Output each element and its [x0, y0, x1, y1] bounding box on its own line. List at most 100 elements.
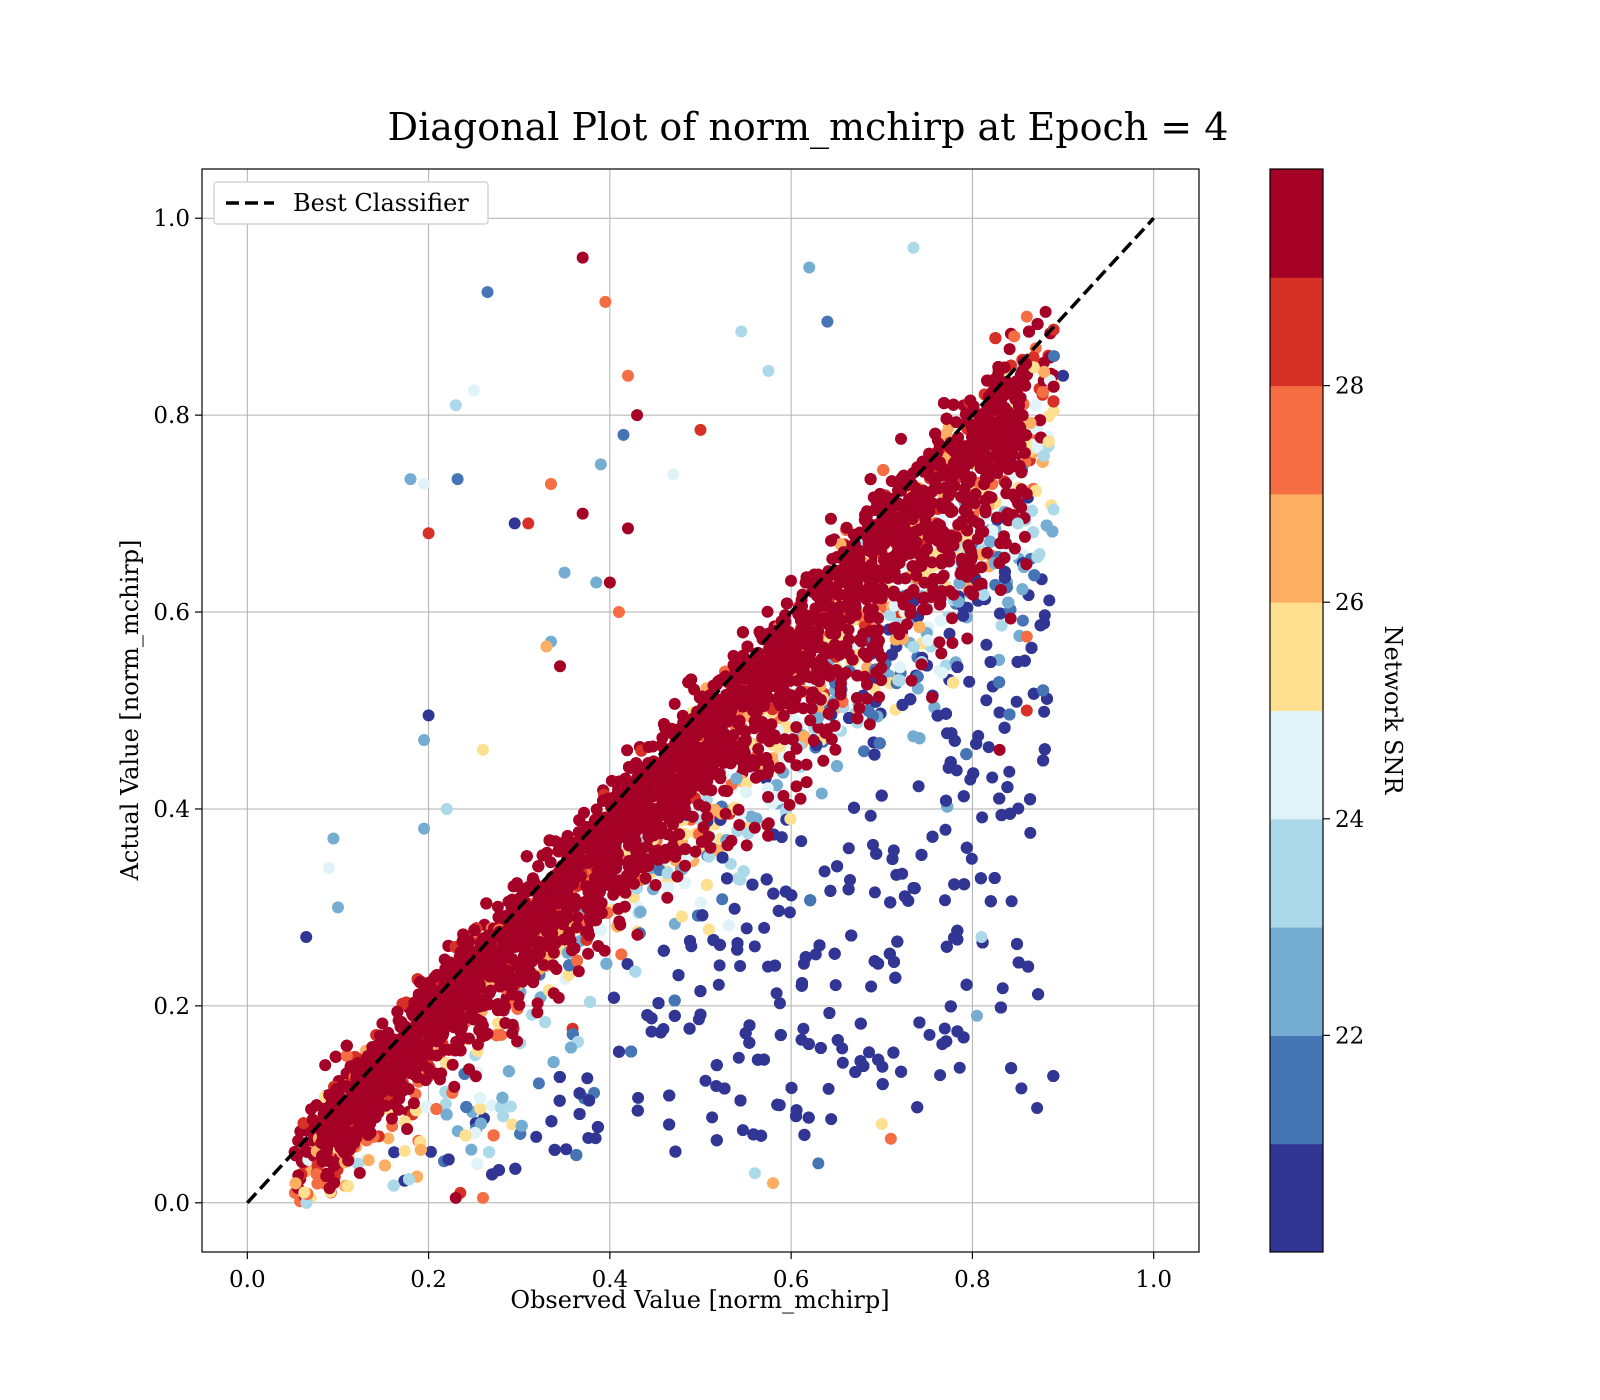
- cloud-point: [439, 1097, 452, 1110]
- cloud-point: [965, 852, 978, 865]
- cloud-point: [1012, 956, 1025, 969]
- cloud-point: [1039, 305, 1052, 318]
- cloud-point: [581, 1072, 594, 1085]
- cloud-point: [460, 1101, 473, 1113]
- cloud-point: [912, 780, 925, 793]
- cloud-point: [718, 1082, 731, 1095]
- cloud-point: [504, 1100, 517, 1113]
- cloud-point: [836, 1056, 849, 1069]
- cloud-point: [896, 867, 909, 880]
- cloud-point: [809, 948, 822, 961]
- cloud-point: [845, 929, 858, 942]
- cloud-point: [986, 771, 999, 784]
- cloud-point: [923, 1028, 936, 1041]
- cloud-point: [940, 1035, 953, 1048]
- cloud-point: [929, 427, 942, 440]
- cloud-point: [934, 1069, 947, 1082]
- cloud-point: [976, 811, 989, 824]
- cloud-point: [953, 1061, 966, 1074]
- cloud-point: [795, 835, 808, 848]
- cloud-point: [376, 1017, 389, 1030]
- cloud-point: [767, 887, 780, 900]
- cloud-point: [465, 1143, 478, 1156]
- cloud-point: [1028, 569, 1041, 582]
- cloud-point: [713, 959, 726, 972]
- cloud-point: [883, 947, 896, 960]
- cloud-point: [710, 1134, 723, 1147]
- cloud-point: [699, 1074, 712, 1087]
- cloud-point: [728, 902, 741, 915]
- cloud-point: [854, 1017, 867, 1030]
- cloud-point: [963, 675, 976, 688]
- cloud-point: [772, 904, 785, 917]
- cloud-point: [1016, 614, 1029, 627]
- cloud-point: [842, 842, 855, 855]
- cloud-point: [560, 1143, 573, 1156]
- cloud-point: [934, 614, 947, 627]
- cloud-point: [388, 1146, 401, 1159]
- cloud-point: [632, 1091, 645, 1104]
- cloud-point: [398, 1145, 411, 1157]
- cloud-point: [986, 524, 999, 537]
- cloud-point: [863, 1046, 875, 1059]
- cloud-point: [1043, 594, 1056, 607]
- cloud-point: [716, 893, 729, 906]
- cloud-point: [947, 676, 960, 689]
- cloud-point: [1003, 765, 1016, 778]
- cloud-point: [996, 982, 1009, 995]
- cloud-point: [530, 1130, 543, 1143]
- cloud-point: [382, 1132, 395, 1145]
- cloud-point: [663, 1089, 676, 1102]
- cloud-point: [940, 940, 953, 953]
- cloud-point: [829, 979, 842, 992]
- cloud-point: [506, 1118, 519, 1131]
- cloud-point: [815, 787, 828, 800]
- cloud-point: [944, 1000, 957, 1013]
- cloud-point: [783, 906, 796, 919]
- cloud-point: [1038, 743, 1051, 756]
- cloud-point: [736, 626, 749, 639]
- cloud-point: [858, 745, 870, 758]
- cloud-point: [724, 857, 737, 870]
- cloud-point: [497, 1110, 510, 1123]
- cloud-point: [732, 1051, 745, 1064]
- cloud-point: [995, 619, 1008, 632]
- cloud-point: [736, 1124, 749, 1137]
- cloud-point: [1024, 826, 1037, 839]
- cloud-point: [1015, 1082, 1028, 1095]
- cloud-point: [706, 1111, 719, 1124]
- cloud-point: [319, 1059, 332, 1072]
- cloud-point: [1005, 895, 1018, 908]
- cloud-point: [825, 1113, 838, 1126]
- cloud-point: [645, 1025, 658, 1038]
- cloud-point: [1001, 781, 1014, 794]
- cloud-point: [532, 1077, 545, 1090]
- cloud-point: [980, 694, 993, 707]
- cloud-point: [822, 1082, 835, 1095]
- cloud-point: [362, 1154, 375, 1167]
- cloud-point: [486, 1099, 498, 1112]
- cloud-point: [748, 940, 761, 953]
- cloud-point: [1008, 330, 1021, 343]
- cloud-point: [824, 512, 837, 525]
- cloud-point: [615, 948, 628, 961]
- cloud-point: [939, 894, 951, 907]
- cloud-point: [936, 666, 949, 679]
- cloud-point: [980, 638, 993, 651]
- cloud-point: [668, 697, 681, 710]
- cloud-point: [474, 1102, 487, 1115]
- cloud-point: [950, 764, 963, 777]
- dense-point-cloud: [288, 305, 1060, 1209]
- cloud-point: [773, 997, 786, 1010]
- cloud-point: [864, 809, 877, 822]
- chart-title: Diagonal Plot of norm_mchirp at Epoch = …: [388, 105, 1229, 150]
- cloud-point: [657, 944, 670, 957]
- cloud-point: [740, 922, 753, 935]
- cloud-point: [491, 900, 504, 913]
- cloud-point: [785, 574, 797, 587]
- cloud-point: [582, 1132, 595, 1144]
- cloud-point: [895, 432, 907, 445]
- cloud-point: [818, 865, 831, 878]
- cloud-point: [1047, 503, 1060, 516]
- cloud-point: [894, 661, 906, 674]
